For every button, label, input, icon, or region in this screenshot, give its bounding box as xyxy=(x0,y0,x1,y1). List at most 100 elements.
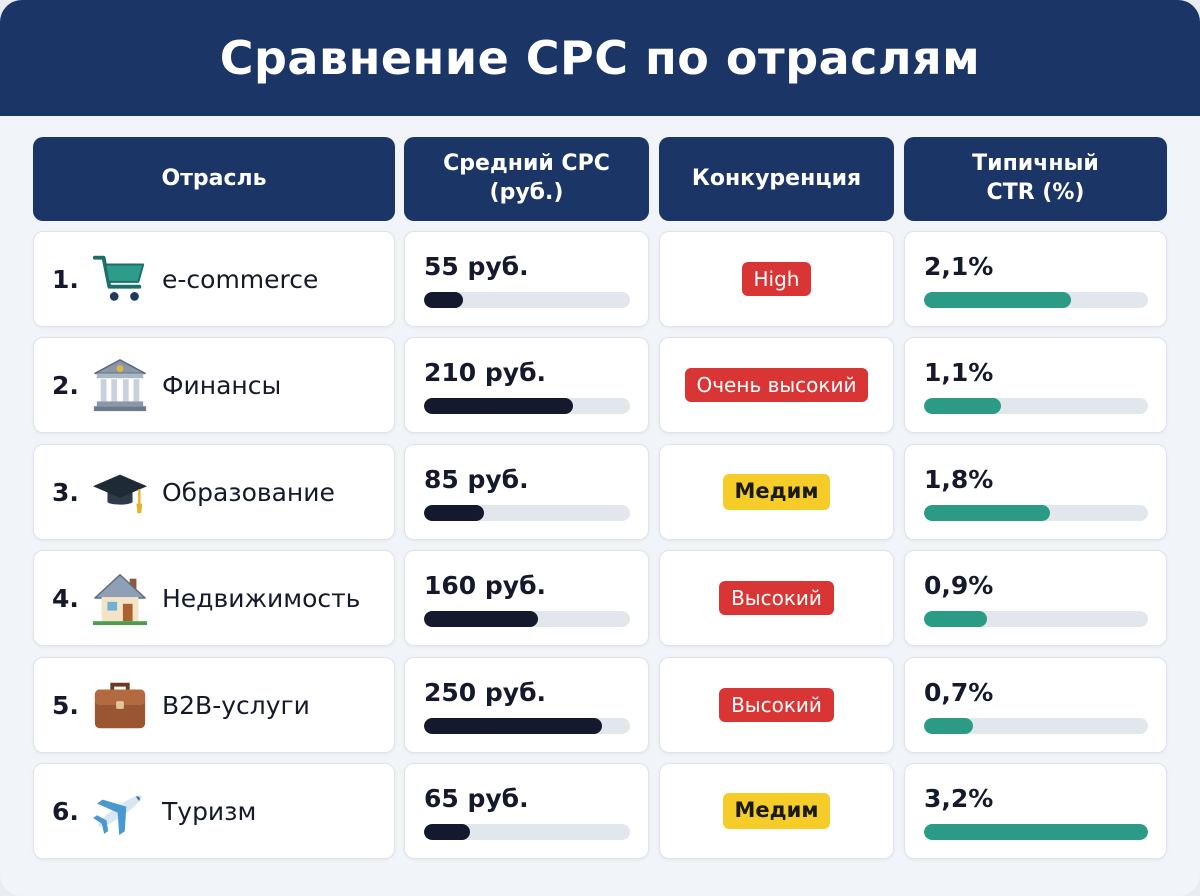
cpc-bar xyxy=(424,718,602,734)
industry-name: Образование xyxy=(162,477,335,507)
cpc-bar xyxy=(424,824,471,840)
industry-row-content: 1. e-commerce xyxy=(34,232,394,326)
cpc-value: 65 руб. xyxy=(424,784,529,813)
competition-cell: Медим xyxy=(659,763,894,859)
cpc-value: 160 руб. xyxy=(424,571,547,600)
ctr-cell: 3,2% xyxy=(904,763,1167,859)
industry-row-content: 3. Образование xyxy=(34,445,394,539)
competition-cell: Высокий xyxy=(659,657,894,753)
ctr-bar xyxy=(924,824,1148,840)
cpc-bar xyxy=(424,292,464,308)
ctr-value: 1,8% xyxy=(924,465,994,494)
bank-building-icon xyxy=(90,355,150,415)
house-icon xyxy=(90,568,150,628)
column-header-competition: Конкуренция xyxy=(659,137,894,221)
ctr-bar-track xyxy=(924,505,1148,521)
ctr-bar-track xyxy=(924,611,1148,627)
briefcase-icon xyxy=(90,675,150,735)
ctr-cell: 1,1% xyxy=(904,337,1167,433)
column-header-cpc-label: Средний CPC (руб.) xyxy=(443,151,610,205)
cpc-bar-track xyxy=(424,398,630,414)
column-header-cpc: Средний CPC (руб.) xyxy=(404,137,649,221)
competition-cell: Очень высокий xyxy=(659,337,894,433)
row-number: 4. xyxy=(52,583,79,613)
industry-cell: 4. Недвижимость xyxy=(33,550,395,646)
competition-badge: Высокий xyxy=(719,581,834,615)
airplane-icon xyxy=(90,781,150,841)
cpc-cell: 85 руб. xyxy=(404,444,649,540)
column-header-ctr: Типичный CTR (%) xyxy=(904,137,1167,221)
competition-badge-wrap: High xyxy=(660,232,893,326)
industry-cell: 3. Образование xyxy=(33,444,395,540)
cpc-bar-track xyxy=(424,824,630,840)
cpc-bar xyxy=(424,505,485,521)
cpc-bar-track xyxy=(424,505,630,521)
industry-row-content: 2. Финансы xyxy=(34,338,394,432)
ctr-bar-track xyxy=(924,824,1148,840)
competition-badge-wrap: Медим xyxy=(660,764,893,858)
competition-badge: Медим xyxy=(722,793,831,829)
cpc-bar-track xyxy=(424,718,630,734)
competition-badge-wrap: Очень высокий xyxy=(660,338,893,432)
ctr-value: 2,1% xyxy=(924,252,994,281)
cpc-cell: 210 руб. xyxy=(404,337,649,433)
cpc-bar xyxy=(424,398,574,414)
industry-name: Туризм xyxy=(162,796,257,826)
cpc-bar xyxy=(424,611,538,627)
ctr-cell: 2,1% xyxy=(904,231,1167,327)
row-number: 1. xyxy=(52,264,79,294)
competition-cell: High xyxy=(659,231,894,327)
industry-name: e-commerce xyxy=(162,264,319,294)
industry-cell: 6. Туризм xyxy=(33,763,395,859)
competition-badge: Высокий xyxy=(719,688,834,722)
industry-row-content: 4. Недвижимость xyxy=(34,551,394,645)
cpc-value: 55 руб. xyxy=(424,252,529,281)
cpc-value: 85 руб. xyxy=(424,465,529,494)
competition-badge: Очень высокий xyxy=(684,368,869,402)
industry-cell: 2. Финансы xyxy=(33,337,395,433)
row-number: 5. xyxy=(52,690,79,720)
industry-row-content: 5. B2B-услуги xyxy=(34,658,394,752)
ctr-bar xyxy=(924,398,1001,414)
ctr-bar-track xyxy=(924,718,1148,734)
competition-badge-wrap: Высокий xyxy=(660,551,893,645)
industry-row-content: 6. Туризм xyxy=(34,764,394,858)
cpc-cell: 160 руб. xyxy=(404,550,649,646)
cpc-cell: 250 руб. xyxy=(404,657,649,753)
ctr-cell: 1,8% xyxy=(904,444,1167,540)
ctr-value: 1,1% xyxy=(924,358,994,387)
ctr-cell: 0,9% xyxy=(904,550,1167,646)
page-title: Сравнение CPC по отраслям xyxy=(219,31,981,85)
competition-badge-wrap: Высокий xyxy=(660,658,893,752)
cpc-value: 250 руб. xyxy=(424,678,547,707)
competition-cell: Медим xyxy=(659,444,894,540)
ctr-bar xyxy=(924,292,1071,308)
competition-cell: Высокий xyxy=(659,550,894,646)
column-header-ctr-label: Типичный CTR (%) xyxy=(972,151,1099,205)
industry-name: Недвижимость xyxy=(162,583,361,613)
industry-name: B2B-услуги xyxy=(162,690,310,720)
ctr-bar xyxy=(924,718,973,734)
graduation-cap-icon xyxy=(90,462,150,522)
competition-badge: High xyxy=(741,262,812,296)
ctr-bar-track xyxy=(924,398,1148,414)
ctr-bar xyxy=(924,505,1050,521)
cpc-value: 210 руб. xyxy=(424,358,547,387)
industry-name: Финансы xyxy=(162,370,282,400)
ctr-cell: 0,7% xyxy=(904,657,1167,753)
ctr-bar xyxy=(924,611,987,627)
ctr-value: 0,7% xyxy=(924,678,994,707)
cpc-cell: 65 руб. xyxy=(404,763,649,859)
industry-cell: 1. e-commerce xyxy=(33,231,395,327)
column-header-industry: Отрасль xyxy=(33,137,395,221)
industry-cell: 5. B2B-услуги xyxy=(33,657,395,753)
competition-badge: Медим xyxy=(722,474,831,510)
ctr-value: 3,2% xyxy=(924,784,994,813)
competition-badge-wrap: Медим xyxy=(660,445,893,539)
cpc-bar-track xyxy=(424,292,630,308)
ctr-bar-track xyxy=(924,292,1148,308)
cpc-bar-track xyxy=(424,611,630,627)
row-number: 3. xyxy=(52,477,79,507)
row-number: 2. xyxy=(52,370,79,400)
